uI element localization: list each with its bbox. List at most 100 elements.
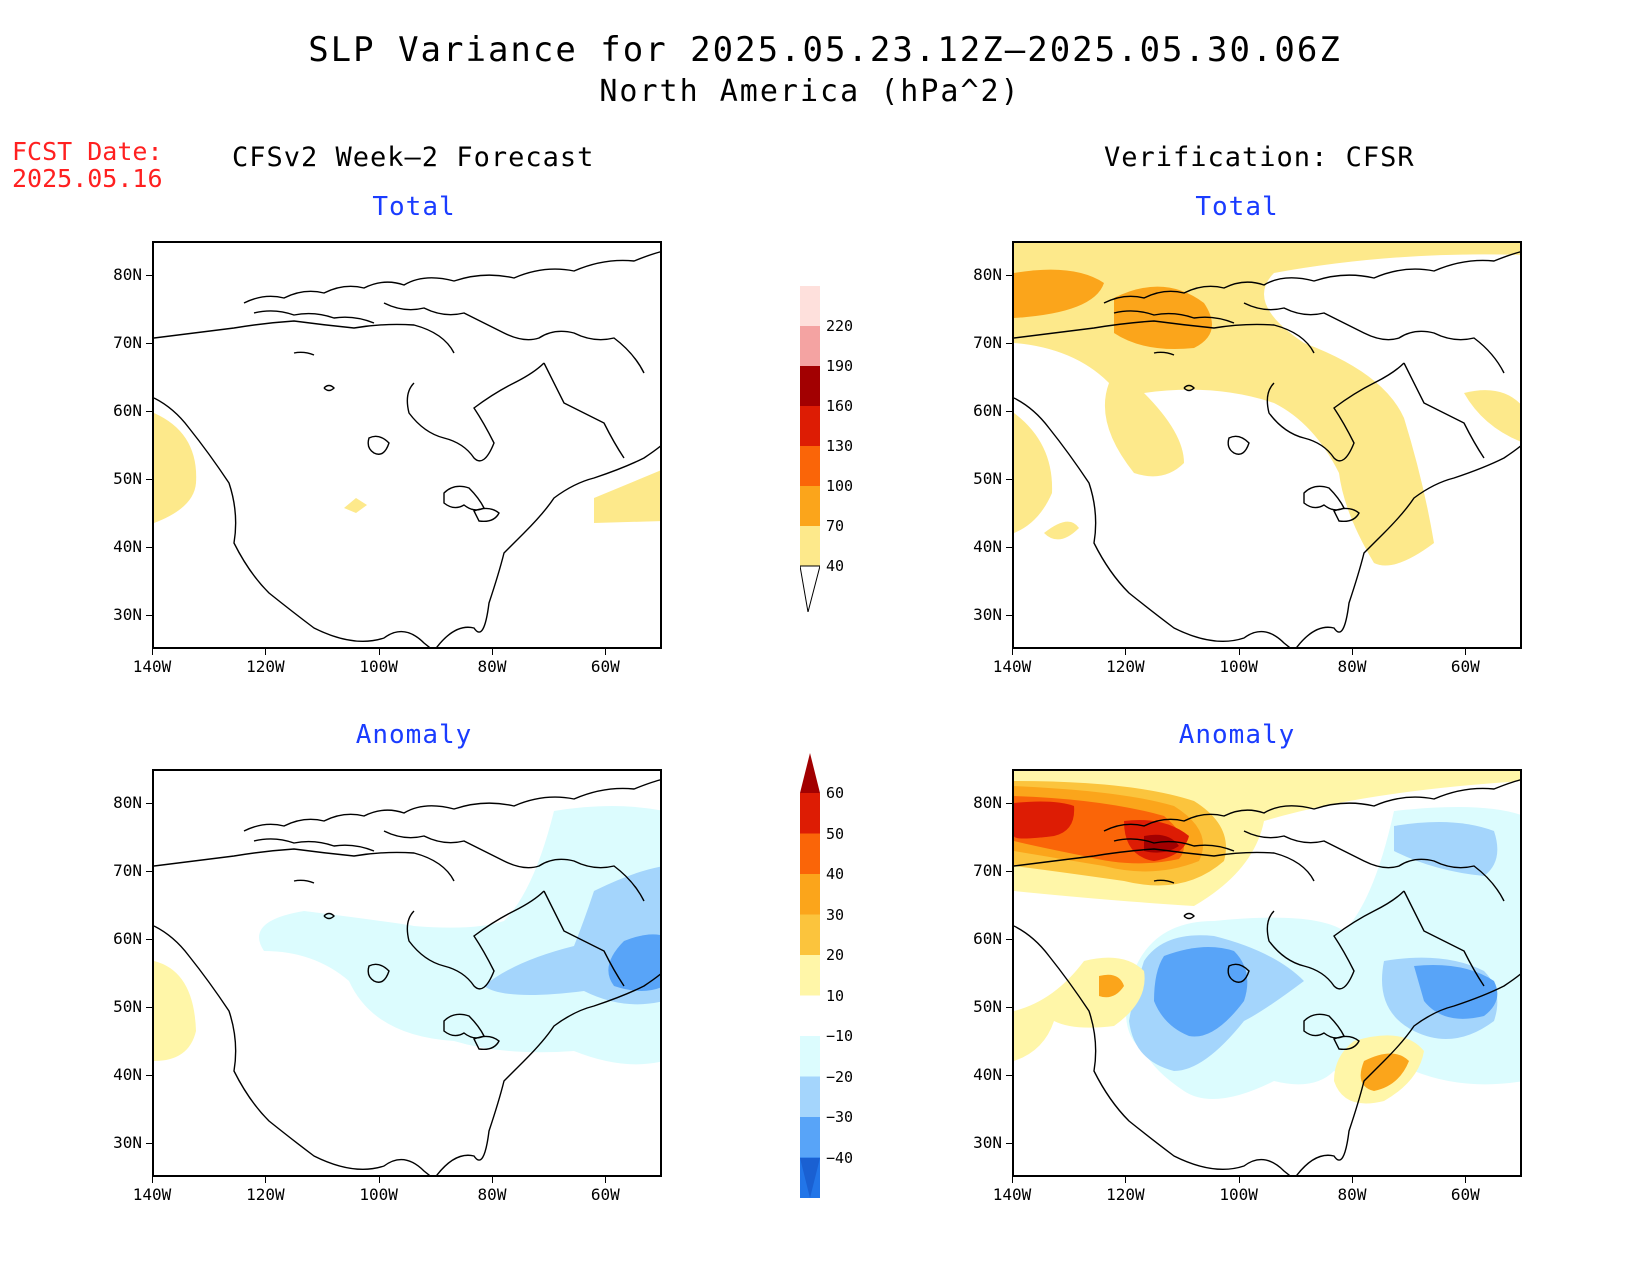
total-colorbar-label: 40 [826,557,845,575]
lat-tick-mark [1006,275,1012,276]
coastline [367,963,390,983]
lat-tick-mark [1006,803,1012,804]
lon-tick-mark [492,1177,493,1183]
coastline [1113,838,1235,852]
anomaly-colorbar-segment [800,914,820,955]
lat-tick-label: 70N [973,333,1002,352]
coastline [1296,973,1520,1175]
coastline [1403,890,1485,987]
lon-tick-mark [1012,1177,1013,1183]
lat-tick-label: 70N [113,333,142,352]
lon-tick-label: 120W [246,1185,285,1204]
verification-anomaly-map [1012,769,1522,1177]
coastline [1333,507,1360,523]
total-colorbar-label: 160 [826,397,854,415]
lat-tick-label: 60N [113,401,142,420]
coastline [1103,251,1520,304]
coastline [1243,830,1505,902]
coastline [383,302,645,374]
coastline [367,435,390,455]
verification-total-title: Total [1195,192,1279,222]
coastline [1227,435,1250,455]
lat-tick-mark [1006,939,1012,940]
lon-tick-label: 60W [1450,657,1480,676]
anomaly-colorbar-label: 20 [826,946,845,964]
lat-tick-label: 60N [973,929,1002,948]
lon-tick-mark [1125,1177,1127,1183]
coastline [383,830,645,902]
coastline [1183,912,1195,920]
lat-tick-label: 40N [973,1065,1002,1084]
forecast-total-title: Total [372,192,456,222]
coastline [406,362,545,462]
lon-tick-label: 60W [590,1185,620,1204]
lat-tick-label: 60N [973,401,1002,420]
coastline [1333,1035,1360,1051]
lat-tick-label: 80N [113,793,142,812]
anomaly-colorbar-segment [800,1117,820,1158]
lon-tick-label: 60W [590,657,620,676]
coastline [1296,445,1520,647]
lon-tick-label: 140W [992,1185,1032,1204]
lon-tick-label: 120W [246,657,285,676]
total-colorbar-segment [800,366,820,406]
lat-tick-mark [146,1007,152,1008]
lat-tick-label: 60N [113,929,142,948]
forecast-anomaly-title: Anomaly [355,720,473,750]
lon-tick-mark [1352,649,1353,655]
coastline [1014,925,1291,1175]
lon-tick-mark [605,1177,607,1183]
lon-tick-mark [1238,1177,1240,1183]
lat-tick-mark [146,479,152,480]
total-colorbar-segment [800,486,820,526]
lon-tick-label: 140W [132,657,172,676]
lon-tick-label: 120W [1106,657,1145,676]
anomaly-colorbar [800,753,820,1198]
forecast-date-value: 2025.05.16 [12,164,163,193]
coastline [443,485,485,511]
anomaly-colorbar-label: −10 [826,1027,854,1045]
anomaly-colorbar-lower-arrow [800,1158,820,1198]
total-colorbar-segment [800,286,820,326]
anomaly-colorbar-label: 50 [826,824,845,843]
total-colorbar-label: 70 [826,517,845,535]
coastline [253,838,375,852]
lon-tick-mark [1012,649,1013,655]
lat-tick-mark [1006,1143,1012,1144]
coastline [154,925,431,1175]
coastline [1303,485,1345,511]
coastline [323,384,335,392]
lon-tick-label: 80W [477,657,507,676]
lon-tick-mark [378,649,380,655]
coastline [154,320,455,354]
coastline [436,973,660,1175]
coastline [293,879,315,884]
forecast-date-label: FCST Date: [12,137,163,166]
lat-tick-mark [1006,411,1012,412]
lat-tick-mark [146,1075,152,1076]
lon-tick-mark [1465,1177,1467,1183]
lon-tick-mark [1352,1177,1353,1183]
lat-tick-mark [146,1143,152,1144]
lon-tick-mark [152,649,153,655]
coastline [1153,879,1175,884]
lon-tick-mark [378,1177,380,1183]
anomaly-colorbar-segment [800,1036,820,1077]
lat-tick-mark [1006,1075,1012,1076]
coastline [1014,848,1315,882]
lon-tick-mark [492,649,493,655]
lon-tick-label: 100W [1219,1185,1258,1204]
anomaly-colorbar-segment [800,793,820,834]
lat-tick-mark [1006,871,1012,872]
coastline [1014,320,1315,354]
total-colorbar-label: 190 [826,357,854,375]
lat-tick-label: 30N [973,1133,1002,1152]
coastline [1266,362,1405,462]
forecast-column-title: CFSv2 Week–2 Forecast [232,142,595,173]
anomaly-colorbar-segment [800,1076,820,1117]
coastline [1014,397,1291,647]
coastline [323,912,335,920]
lat-tick-mark [1006,343,1012,344]
lat-tick-label: 70N [113,861,142,880]
lat-tick-label: 30N [973,605,1002,624]
